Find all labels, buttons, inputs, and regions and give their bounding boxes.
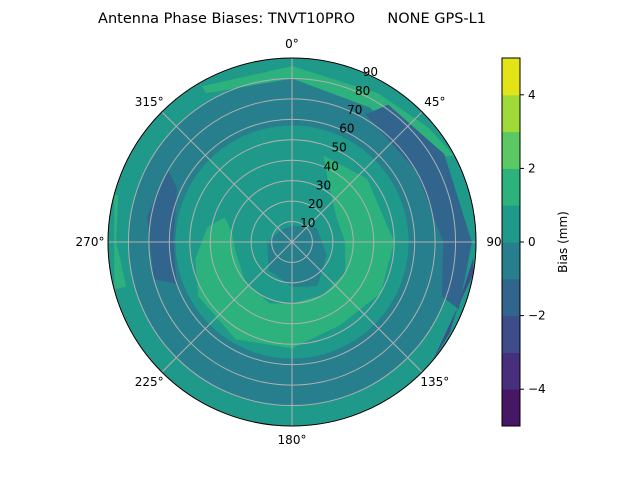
contour-region-6: [114, 194, 127, 290]
colorbar-band: [502, 205, 520, 243]
colorbar-band: [502, 315, 520, 353]
colorbar-band: [502, 242, 520, 280]
zenith-tick-label: 20: [308, 197, 323, 211]
colorbar-band: [502, 168, 520, 206]
colorbar-tick-label: 2: [528, 161, 536, 175]
polar-grid: [107, 57, 477, 427]
azimuth-gridline: [161, 241, 293, 373]
azimuth-gridline: [291, 241, 423, 373]
colorbar-tick-label: −2: [528, 309, 546, 323]
zenith-tick-label: 40: [324, 159, 339, 173]
polar-frame: [107, 57, 477, 427]
zenith-tick-label: 30: [316, 178, 331, 192]
azimuth-tick-label: 225°: [135, 375, 164, 389]
azimuth-tick-label: 0°: [285, 37, 299, 51]
colorbar-band: [502, 58, 520, 96]
colorbar: −4 −2 0 2 4: [501, 57, 546, 427]
colorbar-tick-label: −4: [528, 382, 546, 396]
azimuth-tick-label: 270°: [76, 235, 105, 249]
azimuth-gridline: [291, 111, 423, 243]
azimuth-tick-label: 90: [486, 235, 501, 249]
zenith-tick-label: 10: [300, 216, 315, 230]
zenith-tick-label: 50: [331, 141, 346, 155]
zenith-tick-label: 90: [363, 65, 378, 79]
contour-region-3: [365, 104, 472, 310]
colorbar-band: [502, 131, 520, 169]
contour-region-8: [267, 225, 327, 287]
azimuth-gridline: [161, 111, 293, 243]
colorbar-tick-label: 4: [528, 88, 536, 102]
zenith-tick-label: 70: [347, 103, 362, 117]
azimuth-tick-label: 135°: [420, 375, 449, 389]
colorbar-band: [502, 352, 520, 390]
chart-title: Antenna Phase Biases: TNVT10PRO NONE GPS…: [98, 11, 486, 27]
azimuth-tick-label: 180°: [278, 433, 307, 447]
azimuth-tick-label: 315°: [135, 95, 164, 109]
colorbar-label: Bias (mm): [556, 211, 570, 273]
colorbar-tick-label: 0: [528, 235, 536, 249]
colorbar-band: [502, 278, 520, 317]
zenith-tick-label: 80: [355, 84, 370, 98]
colorbar-band: [502, 94, 520, 133]
zenith-tick-label: 60: [339, 122, 354, 136]
colorbar-band: [502, 389, 520, 427]
azimuth-tick-label: 45°: [424, 95, 445, 109]
contour-region-7: [195, 155, 395, 349]
